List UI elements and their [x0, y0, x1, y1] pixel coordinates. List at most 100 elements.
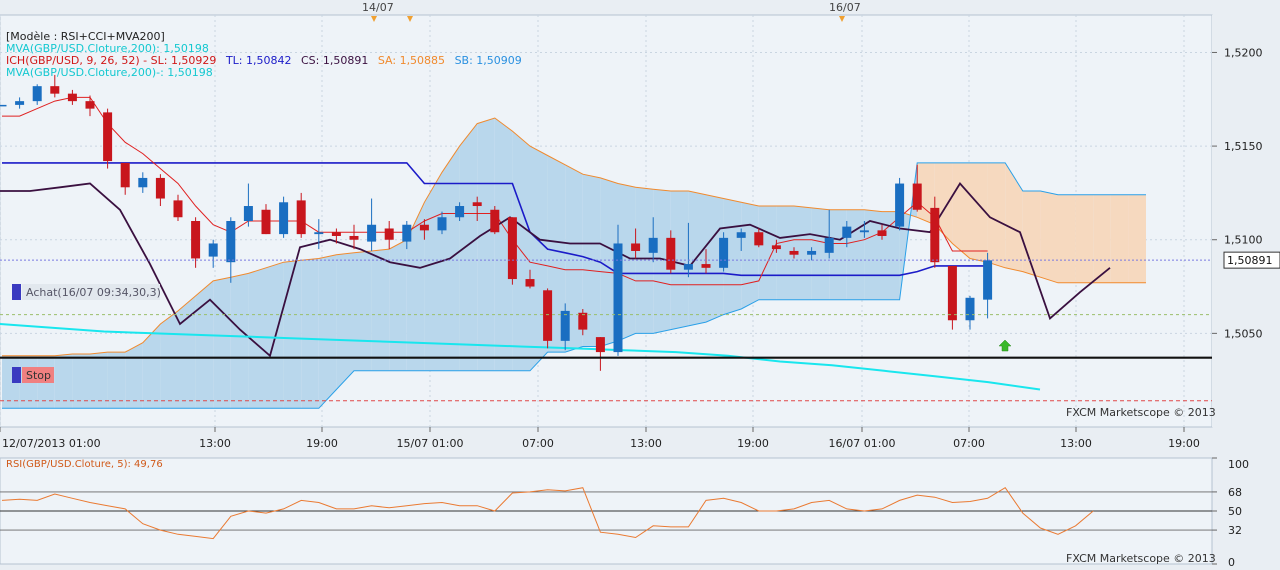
ichimoku-cloud-segment	[1022, 191, 1041, 278]
bear-candle[interactable]	[771, 245, 781, 250]
bear-candle[interactable]	[754, 232, 764, 246]
legend-mva-2: MVA(GBP/USD.Cloture,200)-: 1,50198	[6, 66, 213, 79]
ichimoku-cloud-segment	[371, 249, 390, 371]
kijun-sen-line	[2, 162, 988, 277]
bull-candle[interactable]	[15, 101, 25, 105]
bear-candle[interactable]	[173, 200, 183, 218]
bear-candle[interactable]	[103, 112, 113, 162]
bear-candle[interactable]	[578, 312, 588, 330]
bull-candle[interactable]	[314, 232, 324, 235]
bear-candle[interactable]	[349, 235, 359, 240]
bear-candle[interactable]	[191, 221, 201, 259]
bear-candle[interactable]	[789, 250, 799, 255]
bull-candle[interactable]	[965, 297, 975, 321]
bull-candle[interactable]	[842, 226, 852, 238]
bull-candle[interactable]	[983, 260, 993, 300]
x-tick-label: 07:00	[522, 437, 554, 450]
bear-candle[interactable]	[67, 93, 77, 102]
bear-candle[interactable]	[50, 86, 60, 94]
bear-candle[interactable]	[384, 228, 394, 240]
bull-candle[interactable]	[736, 232, 746, 238]
bear-candle[interactable]	[877, 230, 887, 236]
bear-candle[interactable]	[85, 101, 95, 109]
bear-candle[interactable]	[543, 290, 553, 341]
legend-ich-prefix: ICH(GBP/USD, 9, 26, 52) - SL: 1,50929	[6, 54, 216, 67]
ichimoku-cloud-segment	[1093, 194, 1111, 283]
bull-candle[interactable]	[138, 177, 148, 188]
bear-candle[interactable]	[912, 183, 922, 210]
buy-arrow-icon[interactable]	[998, 339, 1012, 352]
bear-candle[interactable]	[947, 265, 957, 321]
bear-candle[interactable]	[261, 209, 271, 235]
ichimoku-cloud-segment	[1110, 194, 1129, 283]
bull-candle[interactable]	[683, 264, 693, 270]
last-price-label: 1,50891	[1227, 254, 1273, 267]
bear-candle[interactable]	[490, 209, 500, 233]
bear-candle[interactable]	[419, 224, 429, 231]
bear-candle[interactable]	[666, 237, 676, 270]
bull-candle[interactable]	[32, 86, 42, 102]
bull-candle[interactable]	[208, 243, 218, 257]
bear-candle[interactable]	[472, 202, 482, 207]
bull-candle[interactable]	[402, 224, 412, 242]
bull-candle[interactable]	[243, 206, 253, 221]
cci-line	[0, 181, 1111, 358]
bull-candle[interactable]	[895, 183, 905, 227]
ichimoku-cloud-segment	[1128, 194, 1146, 283]
bear-candle[interactable]	[296, 200, 306, 235]
ichimoku-cloud-segment	[811, 207, 830, 300]
x-tick-label: 13:00	[1060, 437, 1092, 450]
bear-candle[interactable]	[701, 264, 711, 268]
bull-candle[interactable]	[0, 104, 7, 107]
marker-triangle-icon[interactable]	[407, 16, 413, 22]
stop-label-text: Stop	[26, 369, 51, 382]
achat-label-text: Achat(16/07 09:34,30,3)	[26, 286, 161, 299]
ichimoku-cloud-segment	[1040, 191, 1058, 283]
bull-candle[interactable]	[455, 206, 465, 218]
senkou-span-a-line	[2, 117, 1146, 357]
ichimoku-cloud-segment	[987, 162, 1006, 268]
ichimoku-cloud-segment	[899, 162, 918, 300]
bear-candle[interactable]	[930, 207, 940, 263]
rsi-y-tick-label: 32	[1228, 524, 1242, 537]
bull-candle[interactable]	[719, 237, 729, 268]
ichimoku-cloud-segment	[213, 277, 231, 409]
achat-order-label[interactable]: Achat(16/07 09:34,30,3)	[12, 284, 161, 300]
bear-candle[interactable]	[155, 177, 165, 199]
x-tick-label: 16/07 01:00	[829, 437, 896, 450]
ichimoku-cloud-segment	[54, 353, 73, 409]
ichimoku-cloud-segment	[565, 164, 583, 353]
bear-candle[interactable]	[507, 217, 517, 280]
bull-candle[interactable]	[279, 202, 289, 235]
bear-candle[interactable]	[120, 162, 130, 188]
last-price-box	[1223, 251, 1280, 269]
bull-candle[interactable]	[367, 224, 377, 242]
ichimoku-cloud-segment	[354, 250, 372, 371]
rsi-y-tick-label: 100	[1228, 458, 1249, 471]
bear-candle[interactable]	[631, 243, 641, 251]
bull-candle[interactable]	[226, 221, 236, 263]
ichimoku-cloud-segment	[494, 118, 513, 371]
ichimoku-cloud-segment	[741, 202, 759, 310]
rsi-y-tick-label: 0	[1228, 556, 1235, 566]
bear-candle[interactable]	[525, 279, 535, 287]
bull-candle[interactable]	[613, 243, 623, 353]
bull-candle[interactable]	[859, 230, 869, 233]
x-tick-label: 12/07/2013 01:00	[2, 437, 101, 450]
bull-candle[interactable]	[807, 250, 817, 255]
marker-triangle-icon[interactable]	[839, 16, 845, 22]
x-tick-label: 19:00	[737, 437, 769, 450]
bear-candle[interactable]	[331, 232, 341, 236]
marker-triangle-icon[interactable]	[371, 16, 377, 22]
ichimoku-cloud-segment	[125, 342, 143, 409]
timeline-markers: 14/07 16/07	[362, 1, 861, 22]
stop-order-label[interactable]: Stop	[12, 367, 54, 383]
bear-candle[interactable]	[595, 337, 605, 353]
bull-candle[interactable]	[560, 310, 570, 341]
bull-candle[interactable]	[824, 237, 834, 253]
ichimoku-cloud-segment	[72, 353, 90, 409]
bull-candle[interactable]	[648, 237, 658, 253]
ichimoku-cloud-segment	[846, 209, 865, 300]
bull-candle[interactable]	[437, 217, 447, 231]
